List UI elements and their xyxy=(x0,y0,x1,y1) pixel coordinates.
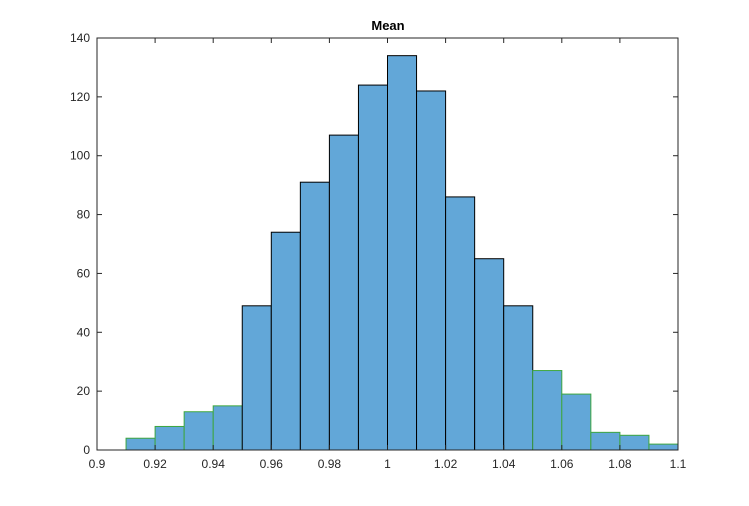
x-tick-label: 1.1 xyxy=(670,457,687,471)
y-tick-label: 0 xyxy=(83,443,90,457)
y-tick-label: 40 xyxy=(77,325,91,339)
histogram-bar xyxy=(299,181,330,451)
chart-title: Mean xyxy=(371,18,404,33)
x-tick-label: 1.08 xyxy=(608,457,632,471)
tick-labels-group: 0.9 0.92 0.94 0.96 0.98 1 1.02 1.04 1.06 1.08 1.1 0… xyxy=(70,31,687,471)
y-tick-label: 120 xyxy=(70,90,90,104)
histogram-bar xyxy=(357,84,389,451)
histogram-bar xyxy=(648,443,679,451)
histogram-bar xyxy=(416,90,447,451)
histogram-bar xyxy=(328,134,359,451)
histogram-bar xyxy=(241,305,272,451)
histogram-bar xyxy=(445,196,476,451)
histogram-bar xyxy=(212,405,243,451)
histogram-bar xyxy=(270,231,301,451)
x-tick-label: 0.98 xyxy=(318,457,342,471)
y-tick-label: 100 xyxy=(70,149,90,163)
x-tick-label: 1.06 xyxy=(550,457,574,471)
x-tick-label: 0.94 xyxy=(202,457,226,471)
histogram-bar xyxy=(387,55,418,451)
y-tick-label: 140 xyxy=(70,31,90,45)
y-tick-label: 20 xyxy=(77,384,91,398)
x-tick-label: 0.92 xyxy=(143,457,167,471)
histogram-bar xyxy=(561,393,592,451)
bars-group xyxy=(125,55,679,451)
y-tick-label: 80 xyxy=(77,208,91,222)
histogram-bar xyxy=(532,370,563,451)
histogram-bar xyxy=(154,425,185,451)
ticks-group xyxy=(96,37,679,451)
y-tick-label: 60 xyxy=(77,266,91,280)
histogram-bar xyxy=(619,434,650,451)
histogram-bar xyxy=(183,411,214,451)
histogram-bar xyxy=(503,305,534,451)
x-tick-label: 0.96 xyxy=(260,457,284,471)
x-tick-label: 1.04 xyxy=(492,457,516,471)
x-tick-label: 1 xyxy=(384,457,391,471)
x-tick-label: 1.02 xyxy=(434,457,458,471)
histogram-bar xyxy=(125,437,156,451)
x-tick-label: 0.9 xyxy=(89,457,106,471)
histogram-bar xyxy=(474,258,505,451)
histogram-bar xyxy=(590,431,621,451)
